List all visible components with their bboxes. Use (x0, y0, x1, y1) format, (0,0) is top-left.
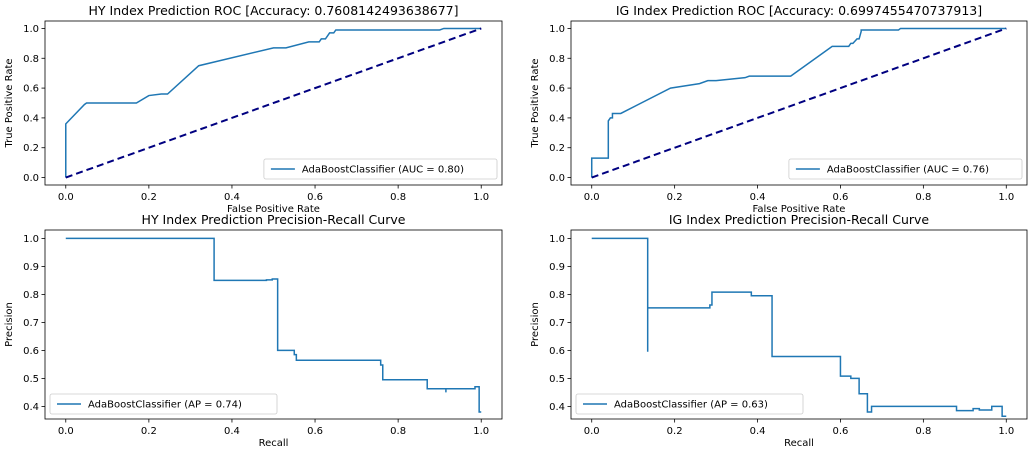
y-tick-label: 0.8 (23, 290, 39, 301)
x-tick-label: 0.6 (307, 192, 323, 203)
y-tick-label: 1.0 (23, 234, 39, 245)
legend: AdaBoostClassifier (AUC = 0.76) (788, 158, 1023, 180)
y-tick-label: 0.4 (23, 113, 39, 124)
legend-box (49, 393, 278, 415)
y-tick-label: 0.8 (549, 290, 565, 301)
x-axis-label: False Positive Rate (753, 204, 846, 215)
legend-label: AdaBoostClassifier (AP = 0.63) (614, 400, 768, 411)
x-tick-label: 0.6 (833, 192, 849, 203)
legend-label: AdaBoostClassifier (AP = 0.74) (88, 400, 242, 411)
x-tick-label: 0.6 (307, 426, 323, 437)
chart-0: HY Index Prediction ROC [Accuracy: 0.760… (4, 3, 503, 215)
x-tick-label: 0.4 (224, 426, 240, 437)
x-tick-label: 1.0 (473, 426, 489, 437)
roc-pr-curve-line (65, 237, 482, 413)
y-tick-label: 0.8 (23, 54, 39, 65)
x-tick-label: 0.8 (915, 426, 931, 437)
x-tick-label: 0.2 (667, 426, 683, 437)
y-axis-label: True Positive Rate (530, 58, 541, 148)
x-tick-label: 0.0 (58, 192, 74, 203)
x-tick-label: 0.8 (390, 426, 406, 437)
chart-1: IG Index Prediction ROC [Accuracy: 0.699… (530, 3, 1028, 215)
x-tick-label: 0.4 (750, 426, 766, 437)
y-tick-label: 0.6 (549, 84, 565, 95)
y-tick-label: 0.0 (549, 173, 565, 184)
y-tick-label: 0.5 (549, 374, 565, 385)
y-tick-label: 0.2 (23, 143, 39, 154)
x-axis-label: False Positive Rate (227, 204, 320, 215)
y-tick-label: 0.0 (23, 173, 39, 184)
y-axis-label: Precision (530, 302, 541, 347)
y-tick-label: 0.8 (549, 54, 565, 65)
roc-pr-curve-line (591, 237, 1007, 417)
x-tick-label: 0.2 (667, 192, 683, 203)
y-tick-label: 0.5 (23, 374, 39, 385)
y-axis-label: True Positive Rate (4, 58, 15, 148)
y-tick-label: 0.7 (549, 318, 565, 329)
y-tick-label: 0.4 (549, 113, 565, 124)
chance-diagonal-line (65, 27, 482, 179)
x-tick-label: 0.0 (58, 426, 74, 437)
y-tick-label: 0.9 (23, 262, 39, 273)
chart-3: IG Index Prediction Precision-Recall Cur… (530, 212, 1028, 449)
roc-pr-curve-line (590, 27, 1007, 178)
x-tick-label: 0.2 (141, 426, 157, 437)
legend: AdaBoostClassifier (AP = 0.74) (49, 393, 278, 415)
y-axis-label: Precision (4, 302, 15, 347)
x-tick-label: 0.6 (833, 426, 849, 437)
legend-box (263, 158, 498, 180)
axes-frame (44, 20, 503, 186)
series-group (591, 237, 1007, 417)
x-tick-label: 0.8 (915, 192, 931, 203)
legend-box (575, 393, 804, 415)
y-tick-label: 0.6 (23, 84, 39, 95)
roc-pr-curve-line (65, 27, 482, 178)
legend: AdaBoostClassifier (AP = 0.63) (575, 393, 804, 415)
axes-frame (570, 229, 1028, 420)
x-tick-label: 0.8 (390, 192, 406, 203)
series-group (590, 27, 1007, 179)
y-tick-label: 0.6 (549, 346, 565, 357)
legend-label: AdaBoostClassifier (AUC = 0.76) (827, 165, 989, 176)
legend-box (788, 158, 1023, 180)
y-tick-label: 0.7 (23, 318, 39, 329)
x-tick-label: 0.2 (141, 192, 157, 203)
x-tick-label: 1.0 (998, 192, 1014, 203)
axes-frame (44, 229, 503, 420)
chart-title: IG Index Prediction Precision-Recall Cur… (669, 212, 930, 227)
y-tick-label: 1.0 (549, 24, 565, 35)
x-axis-label: Recall (784, 438, 814, 449)
y-tick-label: 0.6 (23, 346, 39, 357)
series-group (65, 27, 482, 179)
chart-title: IG Index Prediction ROC [Accuracy: 0.699… (616, 3, 982, 18)
x-tick-label: 1.0 (998, 426, 1014, 437)
chance-diagonal-line (591, 27, 1007, 179)
x-tick-label: 0.4 (224, 192, 240, 203)
x-tick-label: 0.4 (750, 192, 766, 203)
x-tick-label: 0.0 (584, 426, 600, 437)
y-tick-label: 1.0 (23, 24, 39, 35)
y-tick-label: 0.2 (549, 143, 565, 154)
y-tick-label: 0.4 (549, 402, 565, 413)
axes-frame (570, 20, 1028, 186)
legend-label: AdaBoostClassifier (AUC = 0.80) (302, 165, 464, 176)
chart-2: HY Index Prediction Precision-Recall Cur… (4, 212, 503, 449)
y-tick-label: 0.4 (23, 402, 39, 413)
chart-title: HY Index Prediction Precision-Recall Cur… (142, 212, 406, 227)
x-tick-label: 0.0 (584, 192, 600, 203)
chart-title: HY Index Prediction ROC [Accuracy: 0.760… (89, 3, 459, 18)
x-tick-label: 1.0 (473, 192, 489, 203)
legend: AdaBoostClassifier (AUC = 0.80) (263, 158, 498, 180)
x-axis-label: Recall (259, 438, 289, 449)
y-tick-label: 0.9 (549, 262, 565, 273)
series-group (65, 237, 482, 413)
y-tick-label: 1.0 (549, 234, 565, 245)
